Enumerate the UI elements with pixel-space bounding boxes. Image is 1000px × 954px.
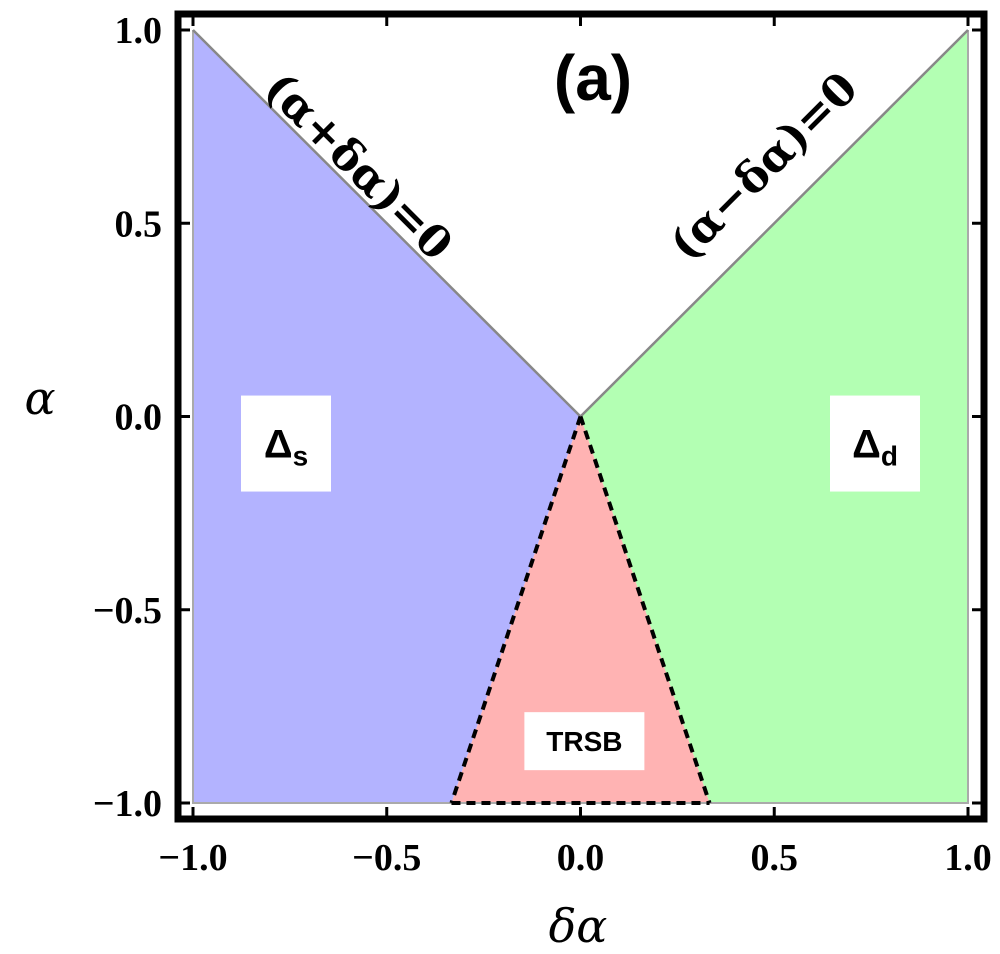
region-label-box <box>830 395 920 492</box>
x-tick-label: 0.0 <box>557 837 605 879</box>
region-label-box <box>241 395 331 492</box>
y-axis-title: α <box>24 371 55 425</box>
y-tick-label: −1.0 <box>93 783 162 825</box>
region-δd <box>580 30 968 803</box>
y-tick-label: 1.0 <box>115 10 163 52</box>
y-tick-label: 0.0 <box>115 397 163 439</box>
y-tick-label: −0.5 <box>93 590 162 632</box>
region-δs <box>193 30 581 803</box>
x-tick-label: −1.0 <box>158 837 227 879</box>
region-label-δs: Δs <box>264 423 308 472</box>
x-tick-label: −0.5 <box>352 837 421 879</box>
x-tick-label: 1.0 <box>944 837 992 879</box>
data-area-edge <box>192 30 969 804</box>
boundary-line-4 <box>578 415 712 804</box>
region-label-box <box>524 712 645 771</box>
x-tick-label: 0.5 <box>751 837 799 879</box>
boundary-line-1 <box>192 29 582 418</box>
boundary-line-2 <box>579 29 969 418</box>
region-trsb <box>451 416 710 803</box>
ticks-layer: −1.0 −0.5 0.0 0.5 1.0 −1.0 −0.5 0.0 0.5 1.0 <box>93 10 992 879</box>
boundaries-layer <box>192 29 969 805</box>
y-tick-label: 0.5 <box>115 203 163 245</box>
boundary-line-3 <box>449 415 583 804</box>
panel-label: (a) <box>554 42 632 114</box>
region-label-trsb: TRSB <box>546 726 622 757</box>
x-axis-title: δα <box>549 899 608 953</box>
regions-layer <box>193 30 968 803</box>
